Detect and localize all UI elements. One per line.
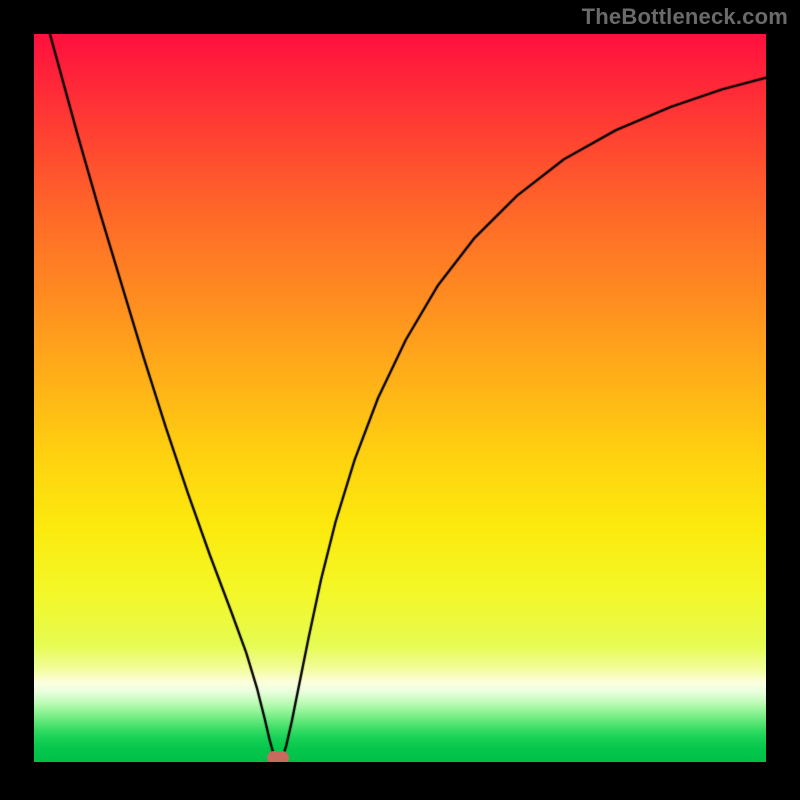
watermark-text: TheBottleneck.com — [582, 4, 788, 30]
bottleneck-curve — [34, 34, 766, 762]
plot-frame — [26, 30, 774, 770]
plot-area — [34, 34, 766, 762]
optimum-marker — [267, 751, 289, 762]
